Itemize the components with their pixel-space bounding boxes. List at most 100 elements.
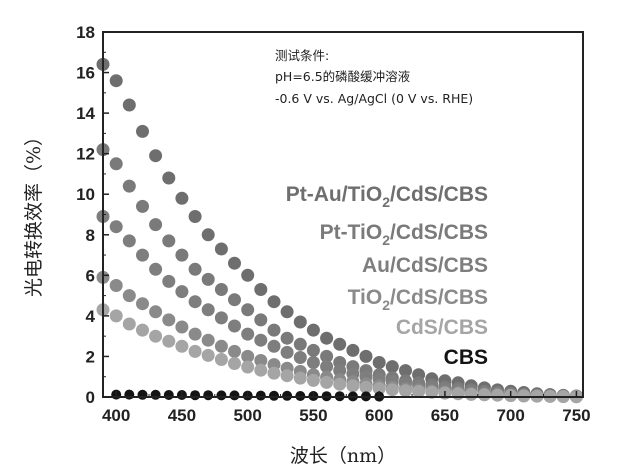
x-tick-label: 450 xyxy=(168,406,196,425)
data-point xyxy=(214,339,228,353)
data-point xyxy=(241,327,255,341)
data-point xyxy=(122,98,136,112)
data-point xyxy=(372,356,386,369)
data-point xyxy=(320,360,334,374)
data-point xyxy=(188,210,202,223)
data-point xyxy=(241,360,255,374)
data-point xyxy=(109,279,123,292)
x-tick-label: 650 xyxy=(431,406,459,425)
data-point xyxy=(175,191,189,205)
legend-entry: TiO2/CdS/CBS xyxy=(348,286,488,313)
legend-label: Pt-TiO xyxy=(320,221,383,244)
data-point xyxy=(293,351,307,364)
data-point xyxy=(267,323,281,337)
data-point xyxy=(109,309,123,323)
legend-subscript: 2 xyxy=(382,194,390,210)
data-point xyxy=(188,327,202,341)
data-point xyxy=(464,387,478,401)
data-point xyxy=(188,262,202,276)
legend-subscript: 2 xyxy=(382,297,390,313)
data-point xyxy=(293,337,307,351)
data-point xyxy=(149,218,163,232)
data-point xyxy=(333,337,347,351)
data-point xyxy=(201,228,215,242)
y-tick-label: 4 xyxy=(86,307,96,326)
data-point xyxy=(254,354,268,367)
data-point xyxy=(280,305,294,319)
data-point xyxy=(203,390,214,401)
data-point xyxy=(293,315,307,329)
data-points xyxy=(96,57,583,404)
data-point xyxy=(162,334,176,348)
data-point xyxy=(201,333,215,347)
data-point xyxy=(150,389,161,400)
y-tick-label: 18 xyxy=(76,23,95,42)
data-point xyxy=(372,382,386,395)
data-point xyxy=(122,317,136,331)
x-tick-label: 600 xyxy=(365,406,393,425)
data-point xyxy=(188,344,202,358)
data-point xyxy=(163,390,174,400)
data-point xyxy=(149,329,163,343)
data-point xyxy=(385,360,399,374)
data-point xyxy=(385,383,399,397)
data-point xyxy=(399,384,412,398)
data-point xyxy=(425,385,439,399)
legend-label: CdS/CBS xyxy=(396,316,488,339)
y-tick-label: 10 xyxy=(76,185,95,204)
annotation-line-3: -0.6 V vs. Ag/AgCl (0 V vs. RHE) xyxy=(275,91,473,106)
data-point xyxy=(306,323,320,337)
data-point xyxy=(399,364,412,378)
legend-label: Pt-Au/TiO xyxy=(286,183,382,206)
data-point xyxy=(190,390,201,401)
y-axis-title: 光电转换效率（%） xyxy=(23,127,45,297)
data-point xyxy=(451,387,465,401)
x-tick-label: 750 xyxy=(562,406,590,425)
data-point xyxy=(359,380,373,394)
data-point xyxy=(228,357,241,370)
data-point xyxy=(477,388,491,402)
data-point xyxy=(228,319,241,333)
data-point xyxy=(175,285,189,299)
data-point xyxy=(149,305,163,319)
data-point xyxy=(228,293,241,307)
data-point xyxy=(412,385,426,398)
legend-label-rest: /CdS/CBS xyxy=(390,286,488,309)
y-tick-label: 8 xyxy=(86,226,95,245)
data-point xyxy=(280,345,294,359)
data-point xyxy=(306,373,320,387)
y-tick-label: 16 xyxy=(76,64,95,83)
data-point xyxy=(255,390,266,401)
legend-entry: CBS xyxy=(444,346,488,369)
data-point xyxy=(280,331,294,345)
x-tick-label: 700 xyxy=(496,406,524,425)
data-point xyxy=(122,289,136,303)
y-tick-label: 12 xyxy=(76,145,95,164)
data-point xyxy=(162,274,176,288)
legend-label-rest: /CdS/CBS xyxy=(390,183,488,206)
y-tick-label: 2 xyxy=(86,347,95,366)
data-point xyxy=(136,124,149,138)
legend-label: Au/CdS/CBS xyxy=(362,254,488,277)
data-point xyxy=(280,369,294,383)
data-point xyxy=(137,389,148,400)
data-point xyxy=(216,390,227,401)
data-point xyxy=(188,295,202,309)
data-point xyxy=(282,390,293,401)
x-tick-label: 400 xyxy=(102,406,130,425)
data-point xyxy=(122,234,136,248)
data-point xyxy=(109,157,123,171)
data-point xyxy=(136,297,149,311)
x-axis-title: 波长（nm） xyxy=(290,445,396,467)
data-point xyxy=(333,364,347,378)
data-point xyxy=(201,303,215,317)
data-point xyxy=(228,344,241,358)
data-point xyxy=(175,320,189,334)
data-point xyxy=(241,349,255,363)
legend-entry: Au/CdS/CBS xyxy=(362,254,488,277)
data-point xyxy=(254,363,268,377)
x-tick-label: 550 xyxy=(299,406,327,425)
data-point xyxy=(109,220,123,234)
data-point xyxy=(201,348,215,362)
